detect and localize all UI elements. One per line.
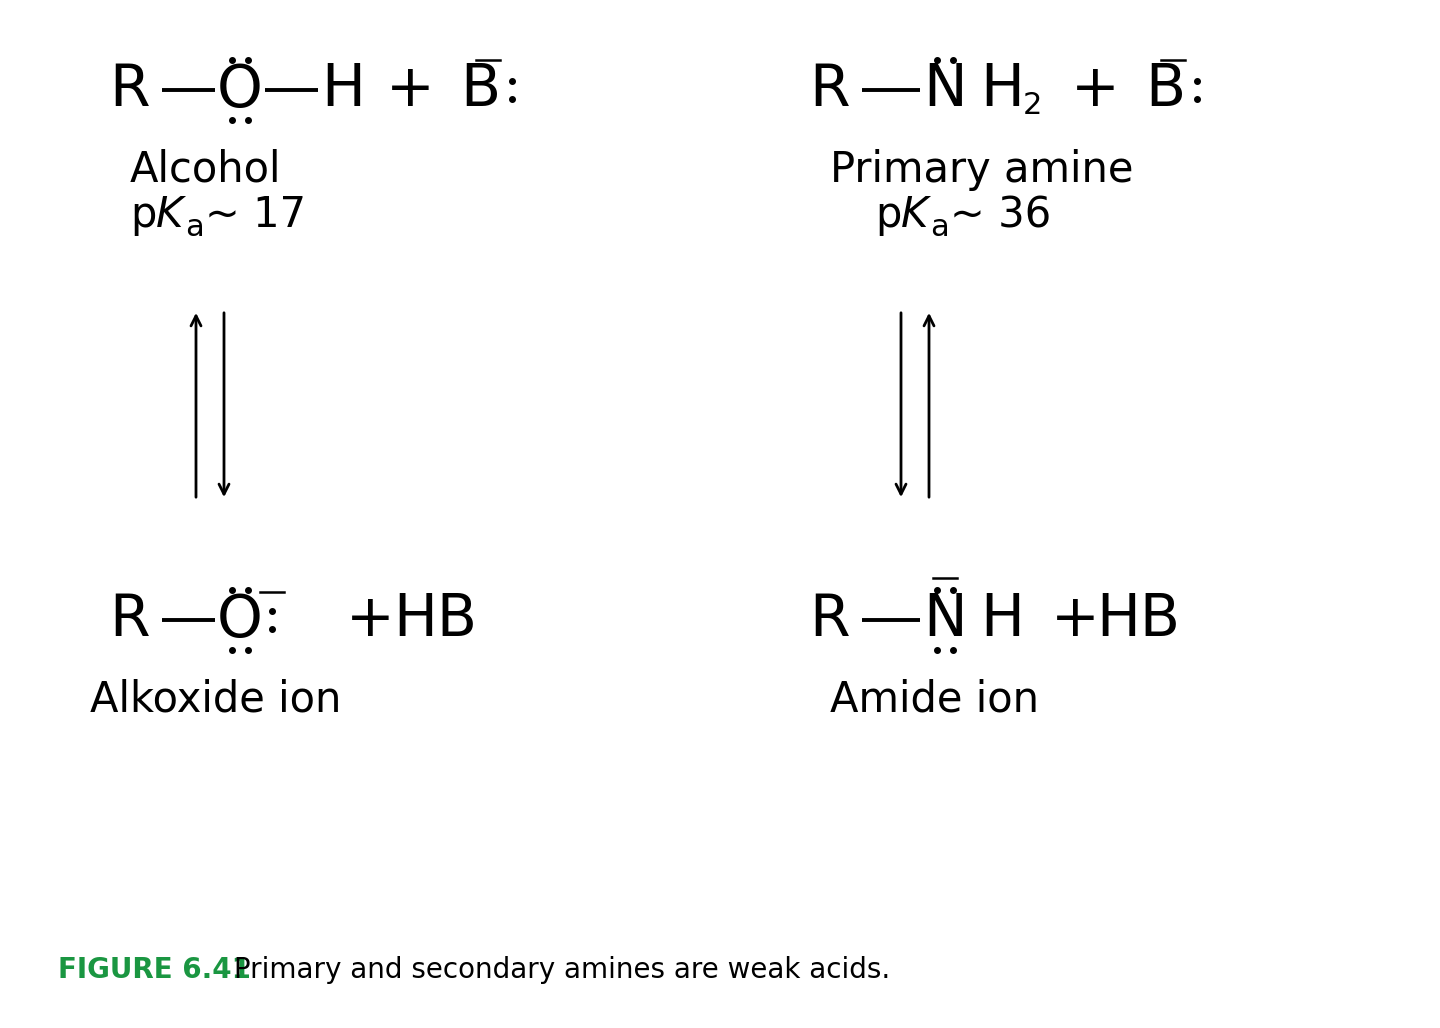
Text: FIGURE 6.41: FIGURE 6.41 (58, 956, 251, 984)
Text: R: R (809, 62, 850, 118)
Text: Amide ion: Amide ion (829, 680, 1040, 721)
Text: +: + (386, 62, 435, 118)
Text: $\it{K}$: $\it{K}$ (900, 194, 932, 236)
Text: $\it{K}$: $\it{K}$ (156, 194, 187, 236)
Text: H: H (981, 62, 1024, 118)
Text: N: N (923, 591, 966, 649)
Text: p: p (130, 194, 157, 236)
Text: H: H (321, 62, 364, 118)
Text: ~ 17: ~ 17 (204, 194, 305, 236)
Text: +: + (1070, 62, 1119, 118)
Text: a: a (184, 214, 203, 243)
Text: R: R (109, 62, 150, 118)
Text: a: a (930, 214, 949, 243)
Text: O: O (217, 62, 264, 118)
Text: HB: HB (393, 591, 477, 649)
Text: +: + (346, 591, 395, 649)
Text: Primary amine: Primary amine (829, 149, 1133, 191)
Text: R: R (809, 591, 850, 649)
Text: N: N (923, 62, 966, 118)
Text: O: O (217, 591, 264, 649)
Text: B: B (1145, 62, 1185, 118)
Text: R: R (109, 591, 150, 649)
Text: +: + (1051, 591, 1099, 649)
Text: H: H (981, 591, 1024, 649)
Text: Alcohol: Alcohol (130, 149, 281, 191)
Text: Primary and secondary amines are weak acids.: Primary and secondary amines are weak ac… (225, 956, 890, 984)
Text: HB: HB (1096, 591, 1179, 649)
Text: Alkoxide ion: Alkoxide ion (89, 680, 341, 721)
Text: 2: 2 (1022, 90, 1043, 119)
Text: B: B (459, 62, 500, 118)
Text: ~ 36: ~ 36 (950, 194, 1051, 236)
Text: p: p (876, 194, 901, 236)
